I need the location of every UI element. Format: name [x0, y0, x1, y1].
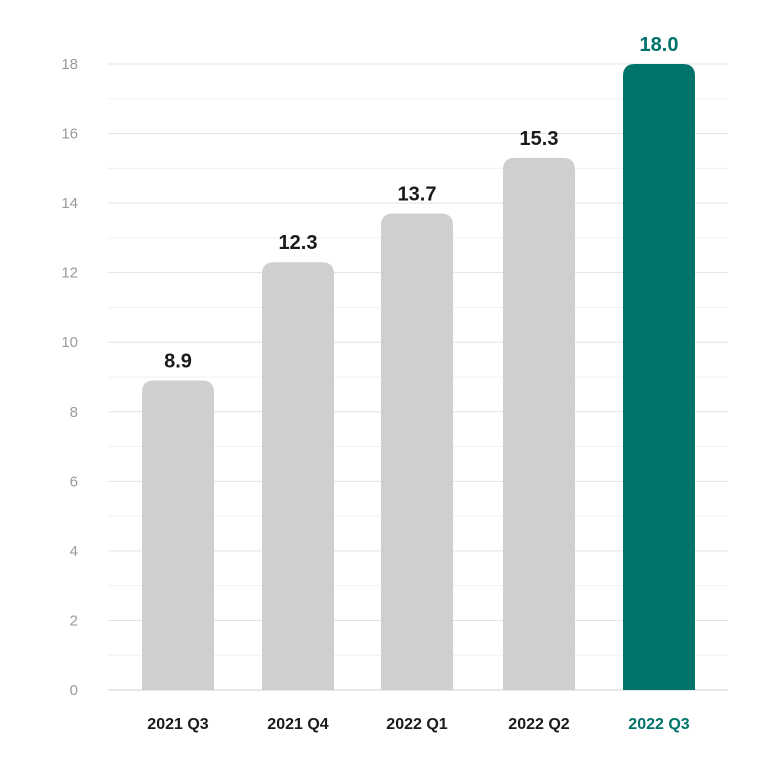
bar-2021-q3: [142, 380, 214, 690]
y-tick-label: 10: [61, 334, 78, 351]
y-tick-label: 0: [70, 682, 78, 699]
y-tick-label: 12: [61, 265, 78, 282]
category-label: 2022 Q2: [508, 716, 569, 733]
bars: [142, 64, 695, 691]
bar-2022-q2: [503, 157, 575, 690]
y-axis-ticks: 0 2 4 6 8 10 12 14 16 18: [61, 56, 78, 699]
y-tick-label: 14: [61, 195, 78, 212]
value-label: 18.0: [640, 34, 679, 56]
value-label: 12.3: [279, 232, 318, 254]
y-tick-label: 18: [61, 56, 78, 73]
category-label: 2022 Q3: [628, 716, 689, 733]
value-labels: 8.9 12.3 13.7 15.3 18.0: [164, 34, 678, 372]
y-tick-label: 2: [70, 612, 78, 629]
y-tick-label: 6: [70, 473, 78, 490]
bar-2021-q4: [262, 262, 334, 690]
value-label: 15.3: [520, 128, 559, 150]
category-label: 2022 Q1: [386, 716, 447, 733]
category-label: 2021 Q3: [147, 716, 208, 733]
bar-2022-q1: [381, 213, 453, 691]
value-label: 13.7: [398, 184, 437, 206]
bar-2022-q3: [623, 64, 695, 690]
y-tick-label: 4: [70, 543, 78, 560]
value-label: 8.9: [164, 350, 192, 372]
y-tick-label: 16: [61, 126, 78, 143]
x-axis-labels: 2021 Q3 2021 Q4 2022 Q1 2022 Q2 2022 Q3: [147, 716, 689, 733]
category-label: 2021 Q4: [267, 716, 328, 733]
y-tick-label: 8: [70, 404, 78, 421]
